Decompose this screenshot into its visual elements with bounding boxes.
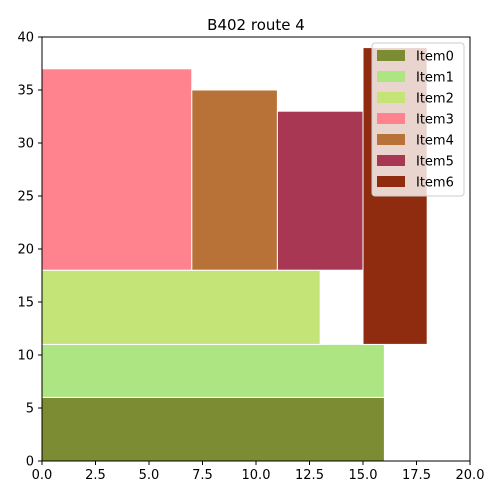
bar-item-1 xyxy=(42,344,384,397)
bar-item-4 xyxy=(192,90,278,270)
legend-swatch xyxy=(377,71,405,82)
legend-label: Item5 xyxy=(416,155,454,170)
x-tick-label: 10.0 xyxy=(242,468,271,483)
y-tick-label: 0 xyxy=(26,455,34,470)
legend-label: Item0 xyxy=(416,50,454,65)
x-tick-label: 20.0 xyxy=(456,468,485,483)
legend-label: Item2 xyxy=(416,92,454,107)
bar-item-5 xyxy=(277,111,363,270)
bars-layer xyxy=(42,48,427,461)
bar-item-3 xyxy=(42,69,192,270)
legend-label: Item6 xyxy=(416,176,454,191)
legend-label: Item4 xyxy=(416,134,454,149)
y-tick-label: 40 xyxy=(17,31,34,46)
x-tick-label: 7.5 xyxy=(192,468,213,483)
chart-title: B402 route 4 xyxy=(207,16,305,34)
legend-swatch xyxy=(377,92,405,103)
y-tick-label: 5 xyxy=(26,402,34,417)
legend-swatch xyxy=(377,113,405,124)
legend-swatch xyxy=(377,50,405,61)
legend-label: Item3 xyxy=(416,113,454,128)
legend-swatch xyxy=(377,176,405,187)
y-tick-label: 15 xyxy=(17,296,34,311)
x-tick-label: 12.5 xyxy=(295,468,324,483)
x-tick-label: 2.5 xyxy=(85,468,106,483)
legend-swatch xyxy=(377,134,405,145)
bar-item-2 xyxy=(42,270,320,344)
x-tick-label: 0.0 xyxy=(32,468,53,483)
y-tick-label: 20 xyxy=(17,243,34,258)
y-tick-label: 35 xyxy=(17,84,34,99)
legend-label: Item1 xyxy=(416,71,454,86)
x-tick-label: 15.0 xyxy=(349,468,378,483)
x-tick-label: 17.5 xyxy=(402,468,431,483)
bar-item-0 xyxy=(42,397,384,461)
y-tick-label: 25 xyxy=(17,190,34,205)
y-tick-label: 30 xyxy=(17,137,34,152)
legend: Item0 Item1 Item2 Item3 Item4 Item5 Item6 xyxy=(372,43,464,196)
legend-swatch xyxy=(377,155,405,166)
y-tick-label: 10 xyxy=(17,349,34,364)
x-tick-label: 5.0 xyxy=(139,468,160,483)
